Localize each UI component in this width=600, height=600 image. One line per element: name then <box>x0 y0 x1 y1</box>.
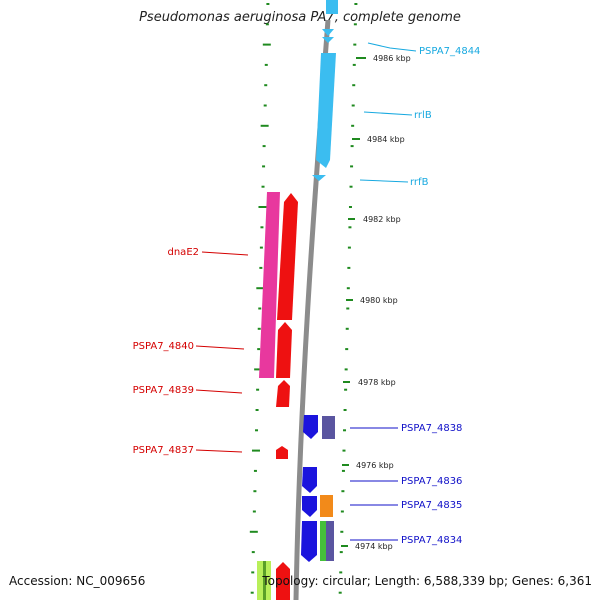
gene-labels: PSPA7_4844 rrlB rrfB dnaE2 PSPA7_4840 PS… <box>133 46 481 546</box>
feature-dnae2-magenta[interactable] <box>259 192 280 378</box>
gene-label-rrlb[interactable]: rrlB <box>414 110 432 121</box>
feature-bottom-lime-inner[interactable] <box>263 561 266 600</box>
gene-label-pspa7-4838[interactable]: PSPA7_4838 <box>401 423 462 434</box>
tick-marks <box>249 3 358 594</box>
gene-label-pspa7-4834[interactable]: PSPA7_4834 <box>401 535 462 546</box>
kbp-label: 4976 kbp <box>356 461 394 470</box>
feature-pspa7-4839[interactable] <box>276 380 290 407</box>
feature-rrfb[interactable] <box>312 175 326 181</box>
feature-pspa7-4834-slate[interactable] <box>326 521 334 561</box>
kbp-label: 4984 kbp <box>367 135 405 144</box>
feature-pspa7-4844-arrow2[interactable] <box>322 37 334 43</box>
accession-text: Accession: NC_009656 <box>9 574 146 588</box>
genome-stats-text: Topology: circular; Length: 6,588,339 bp… <box>262 574 592 588</box>
kbp-label: 4986 kbp <box>373 54 411 63</box>
feature-pspa7-4844[interactable] <box>326 0 338 14</box>
gene-label-pspa7-4839[interactable]: PSPA7_4839 <box>133 385 194 396</box>
callout-lines <box>195 42 417 541</box>
gene-label-rrfb[interactable]: rrfB <box>410 177 429 188</box>
feature-dnae2[interactable] <box>277 193 298 320</box>
kbp-label: 4978 kbp <box>358 378 396 387</box>
gene-label-pspa7-4836[interactable]: PSPA7_4836 <box>401 476 462 487</box>
gene-label-pspa7-4840[interactable]: PSPA7_4840 <box>133 341 194 352</box>
feature-pspa7-4844-arrow[interactable] <box>322 29 334 36</box>
feature-bottom-red[interactable] <box>276 562 290 600</box>
feature-pspa7-4835[interactable] <box>302 496 317 517</box>
gene-label-pspa7-4835[interactable]: PSPA7_4835 <box>401 500 462 511</box>
feature-pspa7-4837[interactable] <box>276 446 288 459</box>
rrna-features <box>312 0 338 181</box>
gene-label-pspa7-4837[interactable]: PSPA7_4837 <box>133 445 194 456</box>
red-features <box>257 192 298 600</box>
feature-pspa7-4835-orange[interactable] <box>320 495 333 517</box>
kbp-label: 4974 kbp <box>355 542 393 551</box>
feature-pspa7-4840[interactable] <box>276 322 292 378</box>
map-title: Pseudomonas aeruginosa PA7, complete gen… <box>139 10 461 25</box>
feature-pspa7-4836[interactable] <box>302 467 317 493</box>
kbp-labels: 4986 kbp 4984 kbp 4982 kbp 4980 kbp 4978… <box>341 54 411 551</box>
kbp-label: 4980 kbp <box>360 296 398 305</box>
kbp-label: 4982 kbp <box>363 215 401 224</box>
feature-pspa7-4838[interactable] <box>303 415 318 439</box>
feature-pspa7-4838-slate[interactable] <box>322 416 335 439</box>
feature-rrlb[interactable] <box>316 53 336 168</box>
gene-label-pspa7-4844[interactable]: PSPA7_4844 <box>419 46 480 57</box>
blue-features <box>301 415 335 562</box>
feature-pspa7-4834-green[interactable] <box>320 521 326 561</box>
feature-pspa7-4834[interactable] <box>301 521 317 562</box>
gene-label-dnae2[interactable]: dnaE2 <box>168 247 200 258</box>
